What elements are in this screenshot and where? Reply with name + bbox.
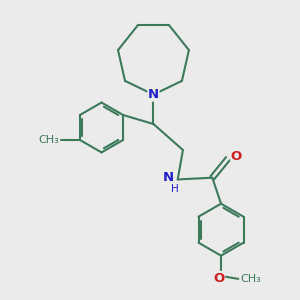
Text: O: O [231, 150, 242, 164]
Text: CH₃: CH₃ [38, 135, 59, 145]
Text: H: H [171, 184, 179, 194]
Text: O: O [214, 272, 225, 285]
Text: N: N [162, 171, 174, 184]
Text: CH₃: CH₃ [240, 274, 261, 284]
Text: N: N [148, 88, 159, 101]
